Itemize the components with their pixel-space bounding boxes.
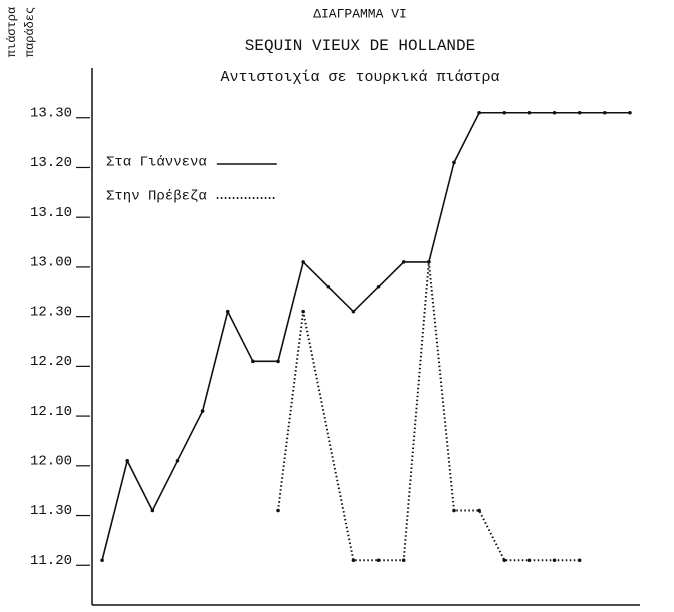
data-point bbox=[276, 508, 280, 513]
data-point bbox=[628, 110, 632, 115]
data-point bbox=[125, 459, 129, 463]
y-tick-label: 13.10 bbox=[30, 205, 72, 221]
data-point bbox=[577, 110, 582, 115]
y-tick-label: 12.20 bbox=[30, 354, 72, 370]
data-point bbox=[175, 459, 180, 463]
data-point bbox=[150, 508, 155, 513]
y-tick-label: 13.20 bbox=[30, 155, 72, 171]
legend-label: Στα Γιάννενα bbox=[106, 155, 207, 171]
chart-title: SEQUIN VIEUX DE HOLLANDE bbox=[245, 37, 475, 55]
data-point bbox=[452, 508, 456, 513]
data-point bbox=[577, 558, 582, 563]
data-point bbox=[527, 558, 532, 563]
data-point bbox=[452, 160, 456, 165]
y-tick-label: 11.30 bbox=[30, 503, 72, 519]
data-point bbox=[376, 558, 381, 563]
chart-pretitle: ΔΙΑΓΡΑΜΜΑ VI bbox=[313, 6, 407, 21]
y-tick-label: 13.30 bbox=[30, 105, 72, 121]
data-point bbox=[276, 359, 280, 364]
y-axis-label: παράδες bbox=[23, 7, 37, 57]
data-point bbox=[527, 110, 532, 115]
y-tick-label: 12.10 bbox=[30, 404, 72, 420]
data-point bbox=[552, 110, 557, 115]
data-point bbox=[225, 309, 230, 314]
series-line bbox=[277, 261, 580, 562]
chart-subtitle: Αντιστοιχία σε τουρκικά πιάστρα bbox=[220, 69, 499, 86]
data-point bbox=[251, 359, 255, 364]
data-point bbox=[552, 558, 557, 563]
data-point bbox=[427, 260, 431, 264]
data-point bbox=[301, 260, 305, 264]
y-axis-label: πιάστρα bbox=[5, 7, 19, 57]
data-point bbox=[477, 508, 481, 513]
legend-label: Στην Πρέβεζα bbox=[106, 189, 207, 205]
data-point bbox=[477, 110, 481, 115]
y-tick-label: 12.00 bbox=[30, 454, 72, 470]
y-tick-label: 11.20 bbox=[30, 553, 72, 569]
data-point bbox=[200, 409, 205, 413]
data-point bbox=[100, 558, 104, 563]
data-point bbox=[376, 284, 381, 289]
y-tick-label: 13.00 bbox=[30, 255, 72, 271]
data-point bbox=[401, 558, 406, 563]
series-line bbox=[101, 111, 630, 561]
data-point bbox=[351, 309, 356, 314]
data-point bbox=[301, 309, 305, 314]
data-point bbox=[502, 558, 507, 563]
y-tick-label: 12.30 bbox=[30, 304, 72, 320]
data-point bbox=[401, 260, 406, 264]
data-point bbox=[326, 284, 331, 289]
data-point bbox=[351, 558, 356, 563]
data-point bbox=[603, 110, 607, 115]
data-point bbox=[502, 110, 507, 115]
